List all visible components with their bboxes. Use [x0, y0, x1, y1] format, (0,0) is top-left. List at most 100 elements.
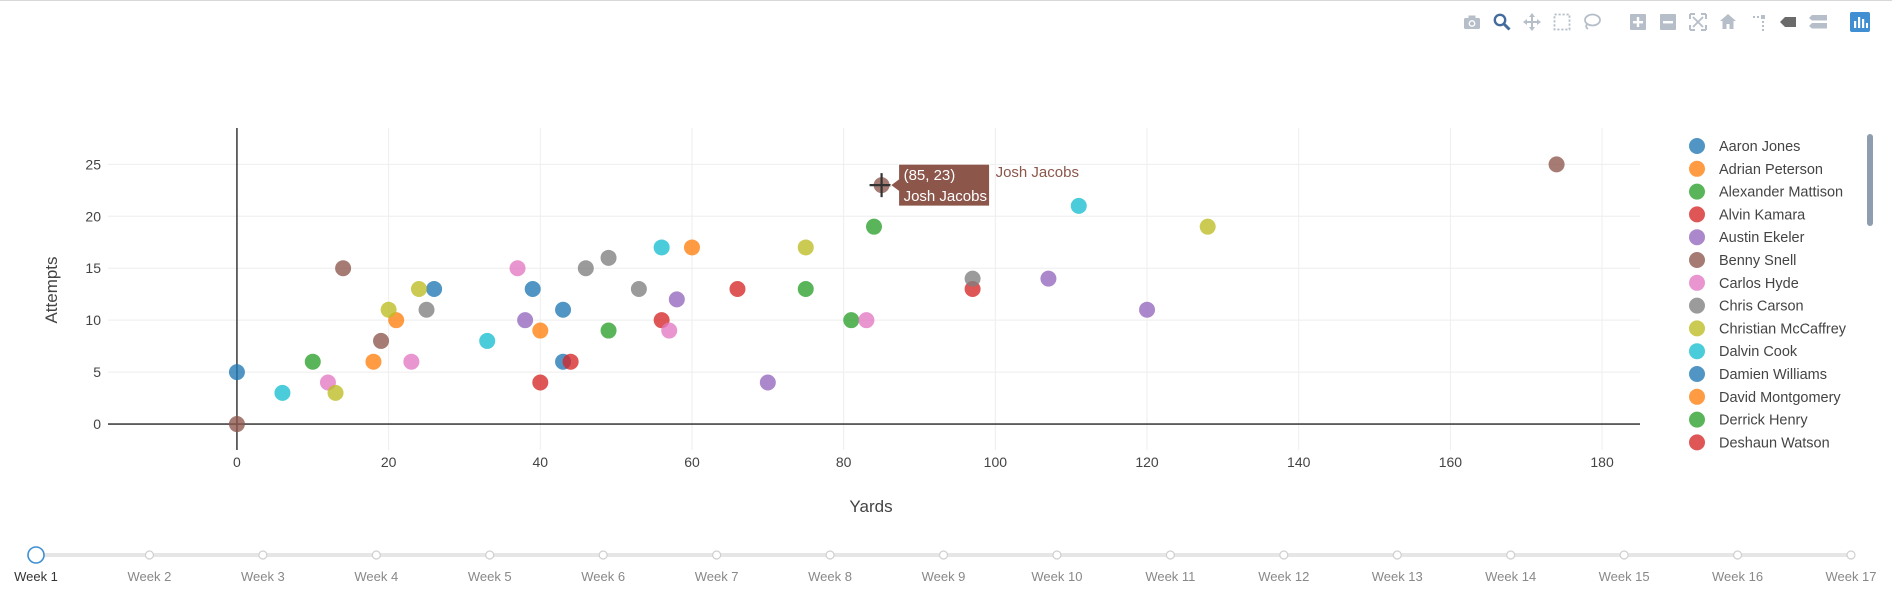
legend-marker[interactable]: [1689, 343, 1705, 360]
data-point[interactable]: [600, 322, 617, 339]
data-point[interactable]: [335, 260, 352, 277]
data-point[interactable]: [304, 353, 321, 370]
legend-label[interactable]: David Montgomery: [1719, 390, 1841, 406]
slider-tick[interactable]: [598, 550, 608, 560]
slider-step-label[interactable]: Week 6: [581, 569, 625, 584]
data-point[interactable]: [562, 353, 579, 370]
data-point[interactable]: [532, 322, 549, 339]
legend-item[interactable]: Derrick Henry: [1689, 411, 1808, 429]
legend-marker[interactable]: [1689, 229, 1705, 246]
slider-tick[interactable]: [1052, 550, 1062, 560]
legend-label[interactable]: Adrian Peterson: [1719, 162, 1823, 178]
legend-marker[interactable]: [1689, 434, 1705, 451]
data-point[interactable]: [373, 332, 390, 349]
zoom-in-icon[interactable]: [1626, 10, 1650, 34]
lasso-icon[interactable]: [1580, 10, 1604, 34]
pan-icon[interactable]: [1520, 10, 1544, 34]
legend-item[interactable]: Austin Ekeler: [1689, 229, 1805, 246]
legend-label[interactable]: Damien Williams: [1719, 367, 1827, 383]
legend-marker[interactable]: [1689, 160, 1705, 177]
plotly-logo-icon[interactable]: [1848, 10, 1872, 34]
legend-label[interactable]: Christian McCaffrey: [1719, 321, 1847, 337]
legend-label[interactable]: Dalvin Cook: [1719, 344, 1798, 360]
data-point[interactable]: [630, 281, 647, 297]
legend-marker[interactable]: [1689, 320, 1705, 337]
data-point[interactable]: [555, 301, 572, 318]
data-point[interactable]: [843, 312, 860, 329]
data-point[interactable]: [532, 374, 549, 391]
zoom-icon[interactable]: [1490, 10, 1514, 34]
slider-tick[interactable]: [1506, 550, 1516, 560]
spike-lines-icon[interactable]: [1746, 10, 1770, 34]
slider-step-label[interactable]: Week 16: [1712, 569, 1763, 584]
data-point[interactable]: [517, 312, 534, 329]
legend-marker[interactable]: [1689, 138, 1705, 154]
data-point[interactable]: [858, 312, 875, 329]
data-point[interactable]: [403, 353, 420, 370]
slider-tick[interactable]: [938, 550, 949, 560]
slider-step-label[interactable]: Week 7: [695, 569, 739, 584]
data-point[interactable]: [866, 218, 882, 235]
data-point[interactable]: [418, 301, 435, 318]
slider-tick[interactable]: [371, 550, 381, 560]
legend-label[interactable]: Alvin Kamara: [1719, 207, 1806, 223]
slider-tick[interactable]: [825, 550, 835, 560]
legend-item[interactable]: Deshaun Watson: [1689, 434, 1830, 451]
data-point[interactable]: [228, 416, 245, 433]
slider-tick[interactable]: [258, 550, 268, 560]
data-point[interactable]: [661, 322, 678, 339]
box-select-icon[interactable]: [1550, 10, 1574, 34]
data-point[interactable]: [1139, 301, 1156, 318]
legend-item[interactable]: David Montgomery: [1689, 388, 1841, 406]
legend-marker[interactable]: [1689, 206, 1705, 223]
slider-tick[interactable]: [1732, 550, 1743, 560]
slider-step-label[interactable]: Week 3: [241, 569, 285, 584]
legend-marker[interactable]: [1689, 388, 1705, 405]
legend-label[interactable]: Austin Ekeler: [1719, 230, 1805, 246]
data-point[interactable]: [600, 249, 617, 266]
slider-tick[interactable]: [1165, 550, 1175, 560]
slider-step-label[interactable]: Week 5: [468, 569, 512, 584]
data-point[interactable]: [1199, 218, 1216, 235]
legend-item[interactable]: Chris Carson: [1689, 297, 1804, 315]
slider-tick[interactable]: [485, 550, 495, 560]
data-point[interactable]: [1548, 156, 1565, 173]
legend-marker[interactable]: [1689, 274, 1705, 291]
data-point[interactable]: [365, 353, 382, 370]
legend-item[interactable]: Damien Williams: [1689, 366, 1827, 383]
data-point[interactable]: [759, 374, 776, 391]
data-point[interactable]: [668, 291, 685, 308]
slider-tick[interactable]: [1392, 550, 1402, 560]
reset-axes-icon[interactable]: [1716, 10, 1740, 34]
data-point[interactable]: [653, 239, 670, 256]
legend-item[interactable]: Carlos Hyde: [1689, 274, 1799, 292]
legend-label[interactable]: Carlos Hyde: [1719, 276, 1799, 292]
legend-item[interactable]: Adrian Peterson: [1689, 160, 1823, 178]
data-point[interactable]: [426, 281, 443, 297]
slider-step-label[interactable]: Week 12: [1258, 569, 1309, 584]
slider-step-label[interactable]: Week 11: [1145, 569, 1195, 584]
data-point[interactable]: [1040, 270, 1057, 287]
slider-step-label[interactable]: Week 15: [1599, 569, 1650, 584]
slider-step-label[interactable]: Week 1: [14, 569, 58, 584]
legend-label[interactable]: Aaron Jones: [1719, 139, 1800, 155]
legend-label[interactable]: Chris Carson: [1719, 299, 1804, 315]
legend-scrollbar[interactable]: [1867, 134, 1873, 226]
camera-icon[interactable]: [1460, 10, 1484, 34]
slider-step-label[interactable]: Week 10: [1031, 569, 1082, 584]
legend-item[interactable]: Alexander Mattison: [1689, 183, 1843, 201]
slider-tick[interactable]: [1846, 550, 1856, 560]
data-point[interactable]: [577, 260, 594, 277]
data-point[interactable]: [380, 301, 397, 318]
legend[interactable]: Aaron Jones Adrian Peterson Alexander Matt…: [1689, 138, 1847, 451]
data-point[interactable]: [964, 270, 981, 287]
legend-marker[interactable]: [1689, 411, 1705, 428]
slider-tick[interactable]: [144, 550, 155, 560]
data-point[interactable]: [274, 384, 291, 401]
legend-label[interactable]: Alexander Mattison: [1719, 185, 1843, 201]
legend-label[interactable]: Derrick Henry: [1719, 413, 1808, 429]
data-point[interactable]: [797, 281, 814, 297]
data-point[interactable]: [327, 384, 344, 401]
data-point[interactable]: [524, 281, 541, 297]
